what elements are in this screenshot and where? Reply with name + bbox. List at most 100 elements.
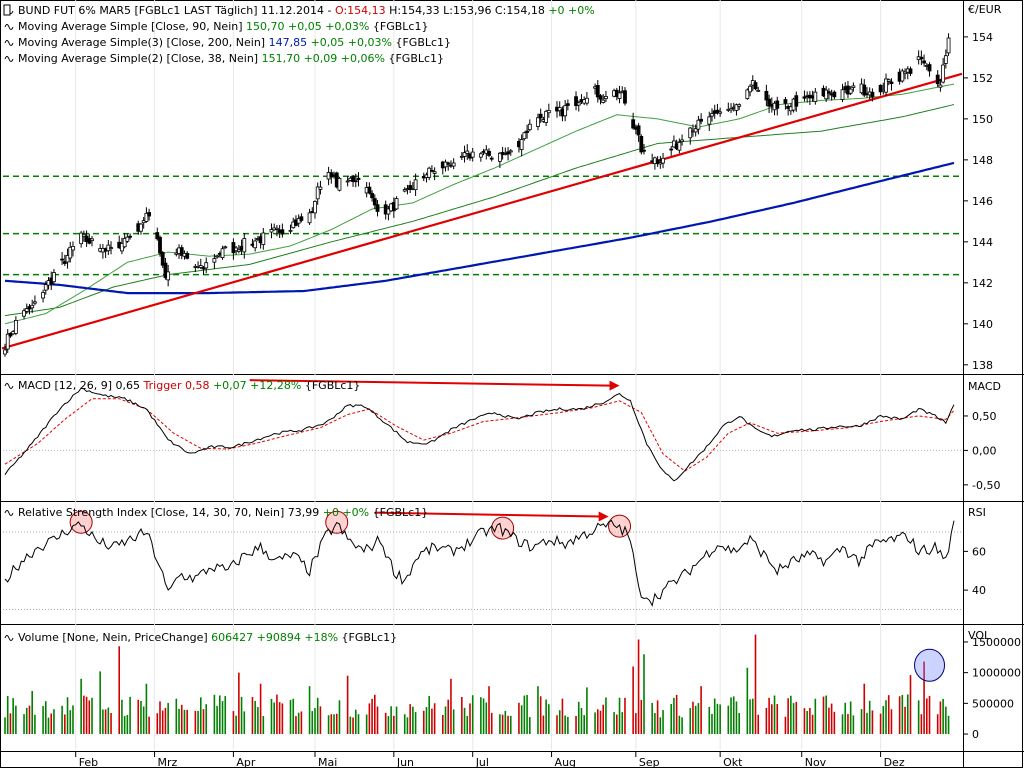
candle-body xyxy=(144,212,149,222)
rsi-panel[interactable] xyxy=(3,510,962,610)
candle-body xyxy=(351,175,355,183)
candle xyxy=(394,196,399,210)
candle-body xyxy=(661,157,665,164)
rsi-axis-title: RSI xyxy=(968,506,986,519)
candle xyxy=(33,295,37,306)
candle xyxy=(595,80,600,103)
candle-body xyxy=(372,198,377,206)
candle-body xyxy=(52,272,56,283)
candle xyxy=(166,264,171,287)
candle-body xyxy=(631,119,636,129)
candle xyxy=(160,251,165,268)
candle xyxy=(65,248,70,269)
candle xyxy=(158,235,162,257)
candle xyxy=(307,208,312,225)
month-label-sep: Sep xyxy=(639,756,660,768)
candle xyxy=(631,112,636,130)
candle xyxy=(22,308,26,320)
candle xyxy=(90,236,94,247)
price-ytick-label: 148 xyxy=(972,154,993,167)
candle xyxy=(563,100,568,122)
ma-legend-label: Moving Average Simple(3) [Close, 200, Ne… xyxy=(18,36,269,49)
candle-body xyxy=(688,127,693,139)
rsi-legend-value: +0 +0% xyxy=(323,506,369,519)
candle-body xyxy=(5,333,10,350)
legends: BUND FUT 6% MAR5 [FGBLc1 LAST Täglich] 1… xyxy=(3,4,595,644)
vol-ytick-label: 1500000 xyxy=(972,636,1021,649)
ma-legend-value: 147,85 xyxy=(269,36,308,49)
candle-body xyxy=(299,216,304,221)
candle-body xyxy=(394,198,399,210)
volume-legend-value: {FGBLc1} xyxy=(338,631,397,644)
candle-body xyxy=(62,261,67,264)
candle-body xyxy=(576,102,581,106)
candle-body xyxy=(840,89,845,100)
candle-body xyxy=(432,171,437,174)
candle xyxy=(734,103,739,116)
candle-body xyxy=(753,82,758,90)
candle-body xyxy=(922,60,926,64)
rsi-highlight-circle xyxy=(491,516,515,540)
candle xyxy=(508,148,513,156)
ma90-line xyxy=(4,104,955,317)
candle xyxy=(840,83,845,103)
candle-icon xyxy=(3,4,11,16)
candle-body xyxy=(655,159,660,164)
candle-body xyxy=(13,320,18,334)
ma38-line xyxy=(4,83,955,325)
price-panel[interactable] xyxy=(1,33,963,357)
rsi-arrowhead xyxy=(598,511,609,522)
candle xyxy=(280,223,285,238)
candle-body xyxy=(296,218,301,224)
axis-labels: Feb Mrz Apr Mai Jun Jul Aug Sep Okt Nov Dez 138 140 1… xyxy=(75,3,1021,769)
candle-body xyxy=(696,119,701,130)
candle-body xyxy=(707,116,712,125)
candle xyxy=(696,115,701,135)
candle xyxy=(432,167,437,181)
candle xyxy=(351,174,355,187)
ma-legend-value: 151,70 +0,09 +0,06% xyxy=(262,52,385,65)
candle xyxy=(726,102,731,112)
candle-body xyxy=(8,332,13,337)
candle-body xyxy=(318,186,323,190)
candle xyxy=(655,156,660,167)
candle xyxy=(215,254,219,259)
candle xyxy=(487,148,491,158)
candle-body xyxy=(565,103,570,106)
candle-body xyxy=(832,91,837,98)
candle-body xyxy=(41,292,45,299)
candle-body xyxy=(81,233,86,237)
price-ytick-label: 152 xyxy=(972,72,993,85)
candle xyxy=(938,79,943,92)
candle xyxy=(889,78,894,91)
candle xyxy=(604,90,608,103)
candle xyxy=(198,258,203,270)
volume-legend: Volume [None, Nein, PriceChange] 606427 … xyxy=(18,631,397,644)
candle xyxy=(813,88,818,105)
macd-panel[interactable] xyxy=(3,379,962,482)
candle-body xyxy=(919,56,924,60)
candle-body xyxy=(261,232,266,245)
month-label-okt: Okt xyxy=(723,756,743,768)
volume-panel[interactable] xyxy=(4,634,950,735)
candle-body xyxy=(90,238,94,242)
candle-body xyxy=(43,284,48,291)
rsi-legend-value: {FGBLc1} xyxy=(369,506,428,519)
candle xyxy=(506,147,510,161)
candle xyxy=(636,123,641,142)
candle xyxy=(128,233,132,240)
candle-body xyxy=(783,99,788,104)
candle-body xyxy=(212,258,217,263)
candle-body xyxy=(489,157,494,160)
macd-arrowhead xyxy=(609,380,620,391)
candle xyxy=(669,145,674,156)
candle-body xyxy=(636,125,641,136)
indicator-icon xyxy=(4,24,14,30)
candle xyxy=(544,109,549,127)
candle-body xyxy=(367,186,372,194)
candle-body xyxy=(827,91,831,94)
candle-body xyxy=(745,89,750,99)
candle-body xyxy=(185,252,190,259)
candle xyxy=(848,86,853,95)
